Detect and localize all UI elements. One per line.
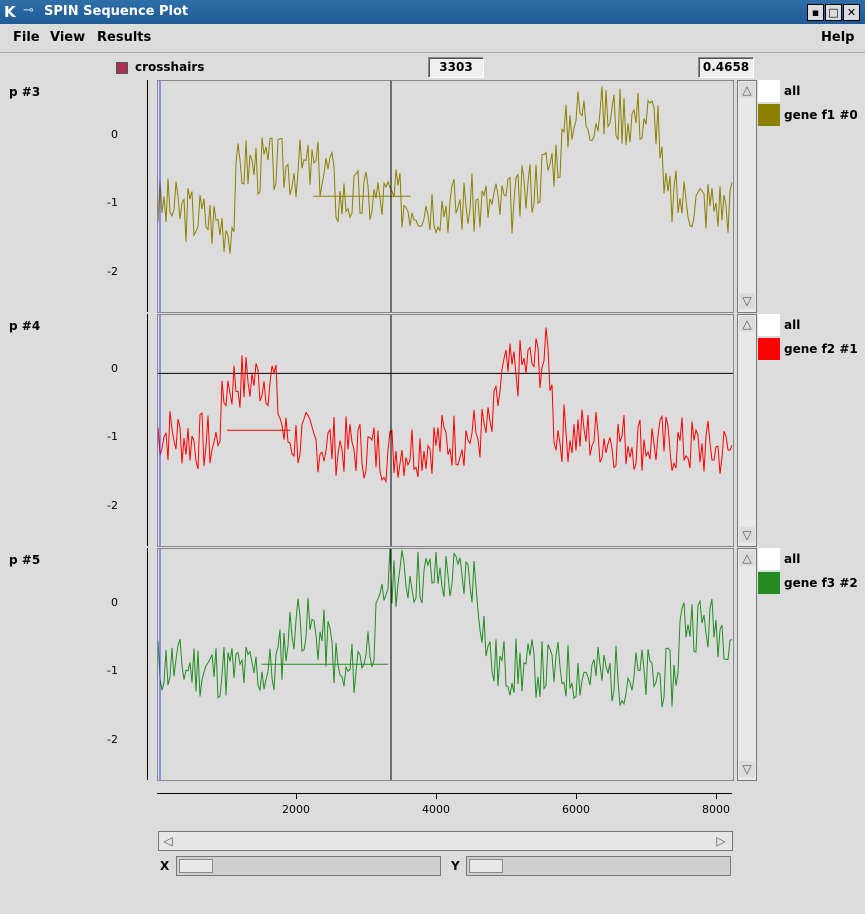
scroll-up-icon[interactable]: △ xyxy=(739,82,755,98)
plot-label: p #4 xyxy=(9,319,41,333)
x-tick-mark xyxy=(716,793,717,799)
y-tick-label: 0 xyxy=(111,362,118,375)
menu-file[interactable]: File xyxy=(13,30,40,45)
minimize-button[interactable]: ▪ xyxy=(807,4,824,21)
y-tick-label: -1 xyxy=(107,430,118,443)
legend-swatch[interactable] xyxy=(758,338,780,360)
y-tick-label: 0 xyxy=(111,128,118,141)
plot-label: p #3 xyxy=(9,85,41,99)
close-button[interactable]: ✕ xyxy=(843,4,860,21)
x-zoom-slider[interactable] xyxy=(176,856,441,876)
y-value-field[interactable]: 0.4658 xyxy=(698,57,754,78)
y-zoom-label: Y xyxy=(451,859,460,873)
x-axis-line xyxy=(157,793,732,794)
plot-vertical-scrollbar[interactable]: △ ▽ xyxy=(737,80,757,313)
legend-entry[interactable]: all xyxy=(784,552,801,566)
y-axis-line xyxy=(147,80,148,312)
legend-entry[interactable]: gene f1 #0 xyxy=(784,108,858,122)
legend-entry[interactable]: all xyxy=(784,318,801,332)
y-tick-label: -1 xyxy=(107,196,118,209)
y-axis-line xyxy=(147,548,148,780)
y-zoom-slider[interactable] xyxy=(466,856,731,876)
x-tick-mark xyxy=(576,793,577,799)
pin-icon[interactable]: ⊸ xyxy=(23,3,34,18)
app-logo-icon: K xyxy=(4,3,16,21)
crosshairs-label: crosshairs xyxy=(135,60,205,74)
legend-swatch[interactable] xyxy=(758,104,780,126)
scroll-down-icon[interactable]: ▽ xyxy=(739,293,755,309)
scroll-up-icon[interactable]: △ xyxy=(739,316,755,332)
x-tick-mark xyxy=(436,793,437,799)
crosshairs-checkbox[interactable] xyxy=(116,62,128,74)
legend-swatch[interactable] xyxy=(758,314,780,336)
scroll-down-icon[interactable]: ▽ xyxy=(739,527,755,543)
legend-swatch[interactable] xyxy=(758,548,780,570)
scroll-right-icon[interactable]: ▷ xyxy=(716,834,726,848)
x-zoom-label: X xyxy=(160,859,170,873)
menu-view[interactable]: View xyxy=(50,30,86,45)
legend-entry[interactable]: gene f3 #2 xyxy=(784,576,858,590)
plot-area[interactable] xyxy=(157,80,734,313)
plot-vertical-scrollbar[interactable]: △ ▽ xyxy=(737,548,757,781)
menu-help[interactable]: Help xyxy=(821,30,855,45)
menu-results[interactable]: Results xyxy=(97,30,152,45)
plot-vertical-scrollbar[interactable]: △ ▽ xyxy=(737,314,757,547)
title-bar: K ⊸ SPIN Sequence Plot ▪ □ ✕ xyxy=(0,0,865,24)
y-tick-label: 0 xyxy=(111,596,118,609)
y-axis-line xyxy=(147,314,148,546)
x-tick-label: 2000 xyxy=(282,803,310,816)
menu-bar: File View Results Help xyxy=(0,24,865,53)
scroll-up-icon[interactable]: △ xyxy=(739,550,755,566)
x-tick-mark xyxy=(296,793,297,799)
y-tick-label: -2 xyxy=(107,499,118,512)
y-tick-label: -2 xyxy=(107,265,118,278)
scroll-left-icon[interactable]: ◁ xyxy=(163,834,173,848)
legend-swatch[interactable] xyxy=(758,572,780,594)
legend-swatch[interactable] xyxy=(758,80,780,102)
sequence-trace xyxy=(158,327,733,484)
plot-label: p #5 xyxy=(9,553,41,567)
sequence-trace xyxy=(158,86,733,254)
x-tick-label: 6000 xyxy=(562,803,590,816)
x-tick-label: 8000 xyxy=(702,803,730,816)
x-value-field[interactable]: 3303 xyxy=(428,57,484,78)
scroll-down-icon[interactable]: ▽ xyxy=(739,761,755,777)
horizontal-scrollbar[interactable]: ◁ ▷ xyxy=(158,831,733,851)
x-zoom-thumb[interactable] xyxy=(179,859,213,873)
legend-entry[interactable]: gene f2 #1 xyxy=(784,342,858,356)
maximize-button[interactable]: □ xyxy=(825,4,842,21)
legend-entry[interactable]: all xyxy=(784,84,801,98)
y-tick-label: -2 xyxy=(107,733,118,746)
y-zoom-thumb[interactable] xyxy=(469,859,503,873)
sequence-trace xyxy=(158,549,733,708)
x-tick-label: 4000 xyxy=(422,803,450,816)
plot-area[interactable] xyxy=(157,314,734,547)
window-title: SPIN Sequence Plot xyxy=(44,4,189,19)
y-tick-label: -1 xyxy=(107,664,118,677)
plot-area[interactable] xyxy=(157,548,734,781)
